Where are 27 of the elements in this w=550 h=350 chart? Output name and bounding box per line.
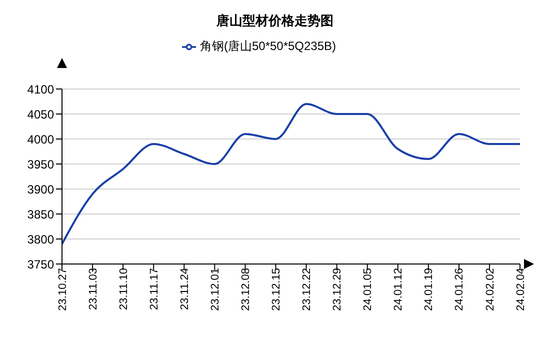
x-tick-label: 24.01.12 xyxy=(392,268,405,311)
x-tick-label: 23.12.22 xyxy=(301,268,314,311)
x-tick-label: 24.01.26 xyxy=(454,268,466,311)
y-tick-label: 3800 xyxy=(27,232,54,246)
x-tick-label: 23.12.08 xyxy=(240,268,252,311)
legend-label: 角钢(唐山50*50*5Q235B) xyxy=(200,39,336,53)
y-tick-label: 3900 xyxy=(27,182,54,196)
x-tick-label: 24.01.05 xyxy=(362,268,374,311)
x-tick-label: 24.02.02 xyxy=(484,268,496,311)
y-tick-label: 4050 xyxy=(27,107,54,122)
line-series xyxy=(62,103,520,245)
x-tick-label: 23.12.01 xyxy=(209,268,222,311)
x-tick-label: 23.11.10 xyxy=(118,268,130,310)
x-tick-label: 23.11.24 xyxy=(178,268,191,310)
x-tick-label: 23.10.27 xyxy=(56,268,69,311)
x-tick-label: 23.11.03 xyxy=(87,268,100,310)
y-tick-label: 3850 xyxy=(27,207,54,222)
x-tick-label: 24.01.19 xyxy=(423,268,436,311)
x-tick-label: 23.11.17 xyxy=(148,268,160,310)
x-tick-label: 23.12.29 xyxy=(332,268,344,311)
y-tick-label: 4100 xyxy=(27,82,54,96)
x-tick-label: 24.02.04 xyxy=(514,268,527,311)
chart-title: 唐山型材价格走势图 xyxy=(216,12,334,30)
y-tick-label: 3750 xyxy=(27,257,54,272)
y-tick-label: 3950 xyxy=(27,157,54,172)
y-tick-label: 4000 xyxy=(27,132,54,146)
x-tick-label: 23.12.15 xyxy=(270,268,283,311)
